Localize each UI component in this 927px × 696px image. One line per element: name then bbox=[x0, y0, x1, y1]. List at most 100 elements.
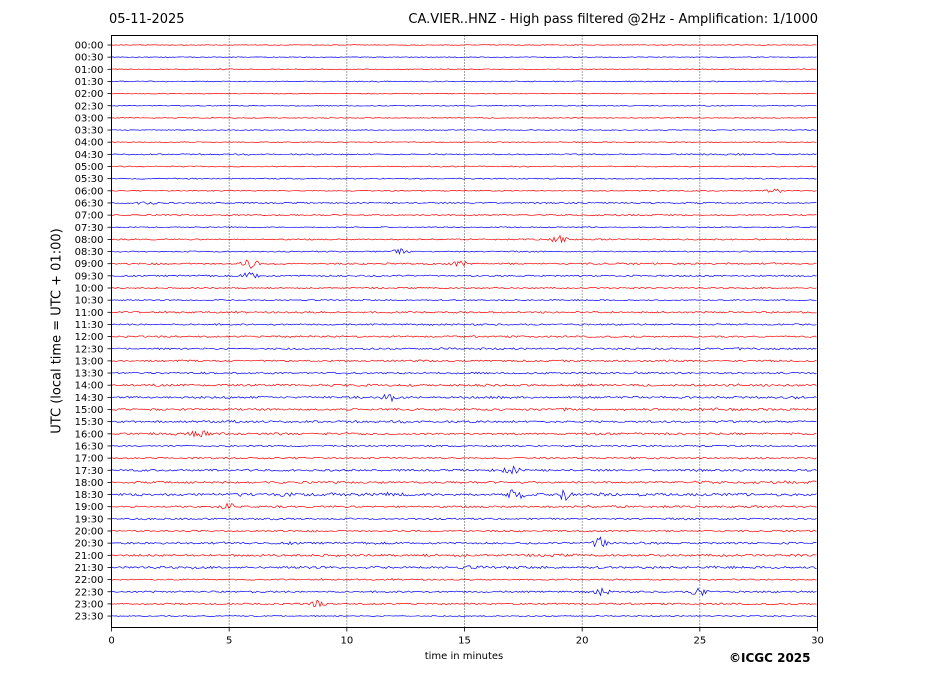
trace-1900 bbox=[111, 502, 817, 510]
y-tick-label: 13:00 bbox=[75, 356, 104, 367]
y-tick-label: 02:30 bbox=[75, 101, 104, 112]
plot-frame bbox=[111, 35, 818, 628]
trace-1930 bbox=[111, 517, 817, 521]
y-tick-label: 03:30 bbox=[75, 126, 104, 137]
y-tick-label: 21:00 bbox=[75, 551, 104, 562]
trace-2130 bbox=[111, 565, 817, 570]
trace-0030 bbox=[111, 56, 817, 58]
y-tick-label: 00:30 bbox=[75, 53, 104, 64]
y-tick-label: 11:00 bbox=[75, 308, 104, 319]
trace-1500 bbox=[111, 407, 817, 412]
trace-1800 bbox=[111, 480, 817, 485]
y-tick-label: 01:00 bbox=[75, 65, 104, 76]
y-tick-label: 17:00 bbox=[75, 454, 104, 465]
trace-0200 bbox=[111, 92, 817, 95]
y-tick-label: 10:00 bbox=[75, 284, 104, 295]
y-tick-label: 12:00 bbox=[75, 332, 104, 343]
y-tick-label: 05:30 bbox=[75, 174, 104, 185]
y-tick-label: 02:00 bbox=[75, 89, 104, 100]
trace-0800 bbox=[111, 234, 817, 244]
trace-0830 bbox=[111, 248, 817, 255]
y-tick-label: 11:30 bbox=[75, 320, 104, 331]
trace-1200 bbox=[111, 335, 817, 338]
trace-0000 bbox=[111, 44, 817, 46]
trace-1700 bbox=[111, 456, 817, 460]
trace-2000 bbox=[111, 529, 817, 533]
trace-1030 bbox=[111, 299, 817, 302]
trace-1430 bbox=[111, 393, 817, 403]
y-tick-label: 14:30 bbox=[75, 393, 104, 404]
y-tick-label: 18:30 bbox=[75, 490, 104, 501]
y-tick-label: 08:00 bbox=[75, 235, 104, 246]
trace-1830 bbox=[111, 489, 817, 502]
y-tick-label: 08:30 bbox=[75, 247, 104, 258]
y-tick-label: 21:30 bbox=[75, 563, 104, 574]
y-tick-label: 07:30 bbox=[75, 223, 104, 234]
y-tick-label: 18:00 bbox=[75, 478, 104, 489]
chart-title: CA.VIER..HNZ - High pass filtered @2Hz -… bbox=[408, 12, 818, 27]
trace-0900 bbox=[111, 259, 817, 269]
y-tick-label: 05:00 bbox=[75, 162, 104, 173]
y-tick-label: 06:00 bbox=[75, 186, 104, 197]
y-tick-label: 19:00 bbox=[75, 502, 104, 513]
y-tick-label: 16:30 bbox=[75, 441, 104, 452]
trace-0300 bbox=[111, 117, 817, 119]
trace-1130 bbox=[111, 323, 817, 326]
copyright-notice: ©ICGC 2025 bbox=[729, 651, 811, 665]
trace-layer bbox=[111, 44, 817, 617]
y-tick-label: 09:30 bbox=[75, 271, 104, 282]
y-tick-label: 22:30 bbox=[75, 587, 104, 598]
trace-0930 bbox=[111, 271, 817, 279]
y-tick-label: 20:00 bbox=[75, 527, 104, 538]
trace-1300 bbox=[111, 359, 817, 363]
trace-0330 bbox=[111, 129, 817, 131]
trace-0430 bbox=[111, 152, 817, 156]
trace-0730 bbox=[111, 226, 817, 229]
trace-1600 bbox=[111, 430, 817, 438]
y-tick-label: 22:00 bbox=[75, 575, 104, 586]
y-tick-label: 23:00 bbox=[75, 599, 104, 610]
x-tick-layer: 0 5 10 15 20 25 30 bbox=[108, 627, 824, 647]
x-tick-label: 25 bbox=[693, 636, 706, 647]
trace-0530 bbox=[111, 177, 817, 180]
trace-0630 bbox=[111, 201, 817, 205]
trace-0500 bbox=[111, 165, 817, 168]
y-tick-label: 15:30 bbox=[75, 417, 104, 428]
trace-2200 bbox=[111, 578, 817, 581]
y-tick-label: 13:30 bbox=[75, 369, 104, 380]
y-tick-label: 17:30 bbox=[75, 466, 104, 477]
y-tick-label: 00:00 bbox=[75, 41, 104, 52]
y-tick-label: 20:30 bbox=[75, 539, 104, 550]
y-tick-label: 10:30 bbox=[75, 296, 104, 307]
grid-layer bbox=[228, 35, 701, 628]
trace-1400 bbox=[111, 383, 817, 387]
y-tick-label: 19:30 bbox=[75, 514, 104, 525]
trace-1530 bbox=[111, 419, 817, 424]
y-tick-label: 04:30 bbox=[75, 150, 104, 161]
y-tick-label: 04:00 bbox=[75, 138, 104, 149]
y-tick-label: 06:30 bbox=[75, 198, 104, 209]
trace-1100 bbox=[111, 310, 817, 314]
x-tick-label: 10 bbox=[340, 636, 353, 647]
trace-2330 bbox=[111, 615, 817, 617]
trace-2230 bbox=[111, 586, 817, 597]
trace-0230 bbox=[111, 104, 817, 107]
trace-1330 bbox=[111, 371, 817, 375]
x-tick-label: 20 bbox=[576, 636, 589, 647]
trace-0400 bbox=[111, 141, 817, 144]
trace-2100 bbox=[111, 553, 817, 558]
trace-0600 bbox=[111, 188, 817, 194]
x-tick-label: 0 bbox=[108, 636, 114, 647]
y-tick-label: 14:00 bbox=[75, 381, 104, 392]
trace-1730 bbox=[111, 465, 817, 475]
chart-date: 05-11-2025 bbox=[109, 12, 185, 27]
x-tick-label: 5 bbox=[226, 636, 232, 647]
trace-0700 bbox=[111, 213, 817, 217]
trace-2300 bbox=[111, 599, 817, 608]
y-tick-label: 09:00 bbox=[75, 259, 104, 270]
trace-1230 bbox=[111, 347, 817, 351]
y-tick-label: 23:30 bbox=[75, 612, 104, 623]
x-axis-label: time in minutes bbox=[424, 651, 504, 662]
